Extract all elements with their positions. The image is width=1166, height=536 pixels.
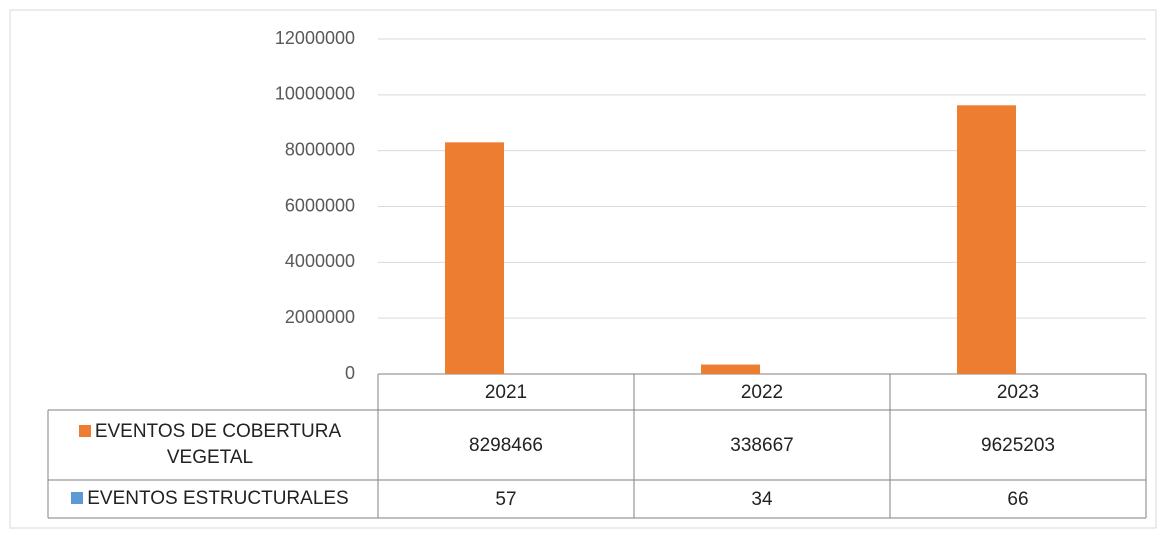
y-tick-label: 12000000 <box>275 28 355 48</box>
y-tick-label: 6000000 <box>285 195 355 215</box>
legend-text-wrap: EVENTOS ESTRUCTURALES <box>71 486 349 512</box>
table-value: 8298466 <box>469 435 543 456</box>
category-label: 2023 <box>997 382 1039 403</box>
y-tick-label: 2000000 <box>285 307 355 327</box>
table-value: 57 <box>495 489 516 510</box>
bar <box>957 105 1016 374</box>
bar <box>445 142 504 374</box>
chart-border <box>9 9 1157 529</box>
legend-label: EVENTOS ESTRUCTURALES <box>87 488 349 510</box>
legend-text-wrap: EVENTOS DE COBERTURA VEGETAL <box>56 419 364 470</box>
legend-swatch <box>71 492 84 505</box>
y-tick-label: 10000000 <box>275 84 355 104</box>
category-label: 2021 <box>485 382 527 403</box>
y-tick-label: 8000000 <box>285 139 355 159</box>
y-tick-label: 4000000 <box>285 251 355 271</box>
table-value: 34 <box>751 489 773 510</box>
y-tick-label: 0 <box>345 363 355 383</box>
legend-label: EVENTOS DE COBERTURA VEGETAL <box>94 421 342 468</box>
category-label: 2022 <box>741 382 783 403</box>
bar <box>701 364 760 374</box>
table-value: 66 <box>1007 489 1028 510</box>
table-value: 338667 <box>730 435 793 456</box>
table-value: 9625203 <box>981 435 1055 456</box>
legend-entry: EVENTOS DE COBERTURA VEGETAL <box>48 410 378 480</box>
legend-entry: EVENTOS ESTRUCTURALES <box>48 480 378 518</box>
legend-swatch <box>78 425 91 438</box>
